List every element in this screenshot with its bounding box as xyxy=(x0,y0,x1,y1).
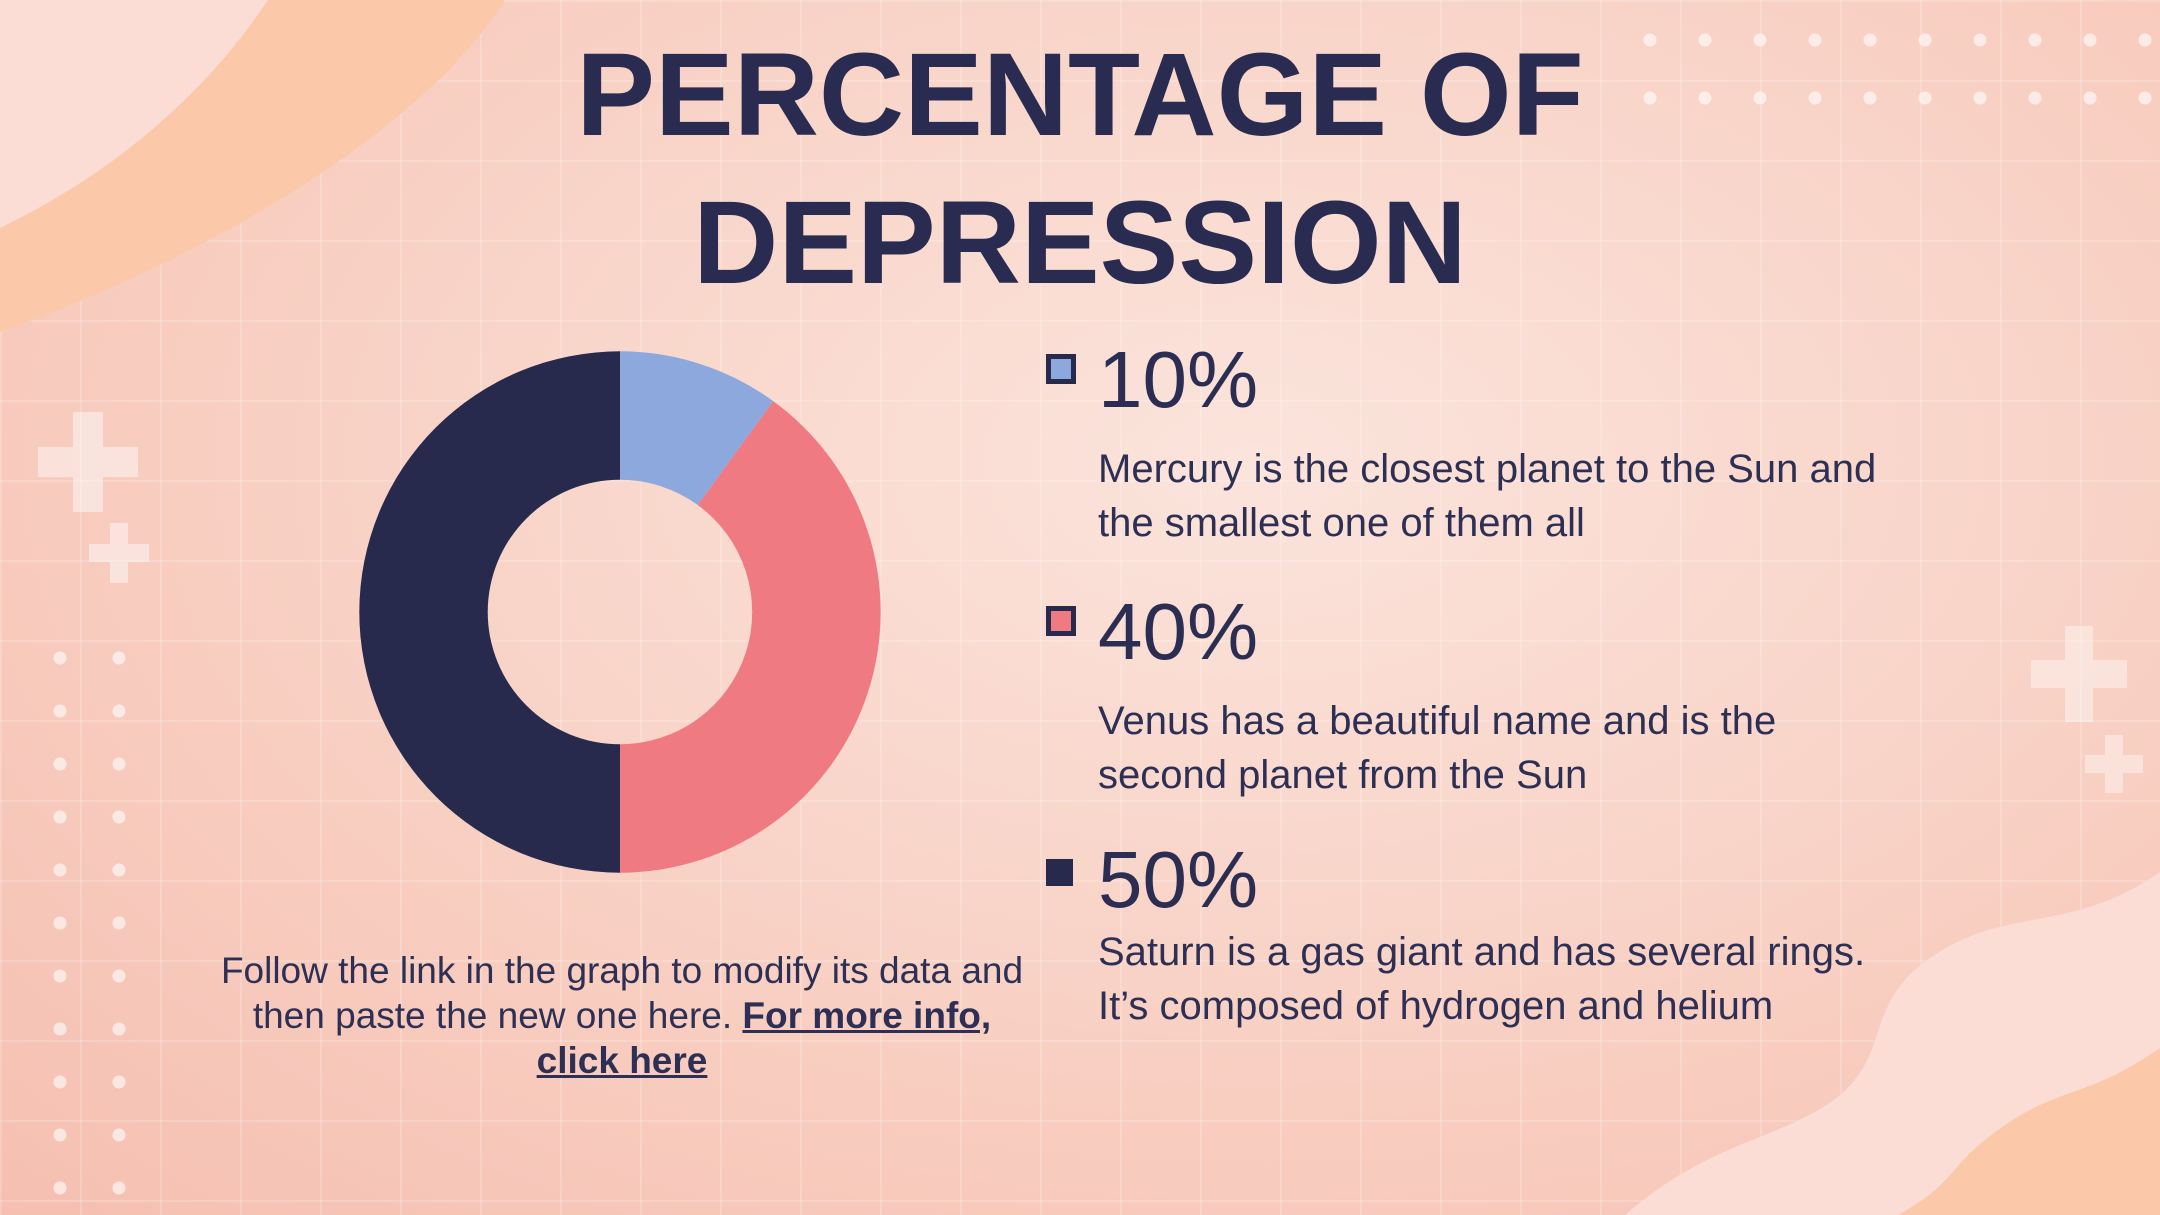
page-title: PERCENTAGE OF DEPRESSION xyxy=(576,29,1584,309)
dot xyxy=(1863,33,1877,47)
dot xyxy=(112,1075,126,1089)
legend-description: Venus has a beautiful name and is the se… xyxy=(1098,699,1777,797)
dot xyxy=(1808,91,1822,105)
legend-value: 50% xyxy=(1098,835,1259,924)
dot xyxy=(2028,91,2042,105)
dot xyxy=(2083,33,2097,47)
dot xyxy=(2083,91,2097,105)
dot xyxy=(53,1128,67,1142)
dot xyxy=(1863,91,1877,105)
more-info-link[interactable]: For more info, click here xyxy=(536,995,992,1082)
dot xyxy=(112,1022,126,1036)
dot xyxy=(112,1128,126,1142)
dot xyxy=(112,810,126,824)
dot xyxy=(112,1181,126,1195)
dot xyxy=(53,651,67,665)
dot xyxy=(2028,33,2042,47)
legend-swatch xyxy=(1046,606,1076,636)
dot xyxy=(1973,33,1987,47)
dot xyxy=(53,810,67,824)
dot xyxy=(1808,33,1822,47)
legend-item-mercury: 10% Mercury is the closest planet to the… xyxy=(1046,335,1928,550)
dot xyxy=(112,757,126,771)
dot xyxy=(53,704,67,718)
dot xyxy=(1753,91,1767,105)
donut-slice-mercury[interactable] xyxy=(620,351,774,506)
donut-chart-svg[interactable] xyxy=(340,332,900,892)
legend-item-saturn: 50% Saturn is a gas giant and has severa… xyxy=(1046,835,1928,1033)
dot xyxy=(1918,33,1932,47)
dot xyxy=(112,651,126,665)
legend-item-venus: 40% Venus has a beautiful name and is th… xyxy=(1046,587,1928,802)
legend-value: 10% xyxy=(1098,335,1259,424)
legend-value: 40% xyxy=(1098,587,1259,676)
bottom-wave-peach-shape xyxy=(1898,1048,2160,1215)
dot xyxy=(1643,33,1657,47)
dots-pattern-top-right xyxy=(1643,33,2152,105)
dot xyxy=(1973,91,1987,105)
donut-slice-venus[interactable] xyxy=(620,401,881,873)
dot xyxy=(1698,33,1712,47)
dot xyxy=(53,863,67,877)
donut-slice-saturn[interactable] xyxy=(359,351,620,873)
dot xyxy=(112,863,126,877)
dot xyxy=(1698,91,1712,105)
caption: Follow the link in the graph to modify i… xyxy=(207,948,1037,1083)
caption-text: Follow the link in the graph to modify i… xyxy=(220,950,1024,1037)
dot xyxy=(1918,91,1932,105)
dot xyxy=(1753,33,1767,47)
dot xyxy=(53,1075,67,1089)
legend-swatch xyxy=(1046,354,1076,384)
dot xyxy=(2138,33,2152,47)
legend-description: Saturn is a gas giant and has several ri… xyxy=(1098,930,1866,1028)
dot xyxy=(53,1181,67,1195)
dot xyxy=(53,916,67,930)
dot xyxy=(112,704,126,718)
plus-icon xyxy=(38,412,149,583)
dot xyxy=(2138,91,2152,105)
dot xyxy=(53,1022,67,1036)
plus-icon xyxy=(2031,626,2143,793)
dot xyxy=(112,916,126,930)
donut-chart[interactable] xyxy=(340,332,900,892)
dot xyxy=(1643,91,1657,105)
dot xyxy=(112,969,126,983)
legend-description: Mercury is the closest planet to the Sun… xyxy=(1098,447,1877,545)
corner-blob-shape xyxy=(0,0,268,228)
legend-swatch xyxy=(1046,859,1073,886)
dots-pattern-bottom-left xyxy=(53,651,126,1195)
dot xyxy=(53,969,67,983)
peach-swoosh-shape xyxy=(0,0,505,332)
dot xyxy=(53,757,67,771)
